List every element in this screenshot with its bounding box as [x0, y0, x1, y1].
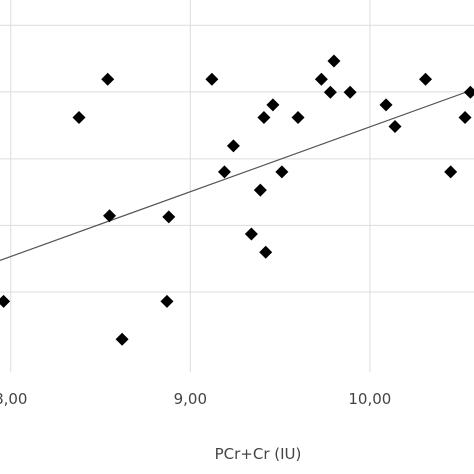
data-point — [217, 165, 231, 179]
data-point — [103, 209, 117, 223]
data-point — [257, 111, 271, 125]
data-point — [253, 183, 267, 197]
trendline — [0, 88, 474, 261]
data-point — [160, 294, 174, 308]
data-point — [463, 85, 474, 99]
data-point — [323, 85, 337, 99]
data-point — [327, 54, 341, 68]
data-point — [226, 139, 240, 153]
data-point — [275, 165, 289, 179]
grid-lines — [0, 0, 474, 372]
x-tick-label: 8,00 — [0, 390, 27, 408]
x-axis-title: PCr+Cr (IU) — [215, 445, 302, 463]
data-point — [458, 111, 472, 125]
data-point — [379, 98, 393, 112]
data-point — [388, 119, 402, 133]
data-point — [101, 72, 115, 86]
data-point — [314, 72, 328, 86]
data-point — [115, 332, 129, 346]
data-point — [205, 72, 219, 86]
x-tick-labels: 8,00 9,00 10,00 — [0, 390, 391, 408]
data-point — [444, 165, 458, 179]
data-point — [291, 111, 305, 125]
data-point — [162, 210, 176, 224]
data-point — [244, 227, 258, 241]
x-tick-label: 10,00 — [348, 390, 391, 408]
data-points — [0, 54, 474, 346]
data-point — [72, 111, 86, 125]
data-point — [343, 85, 357, 99]
x-tick-label: 9,00 — [174, 390, 207, 408]
data-point — [259, 245, 273, 259]
data-point — [0, 294, 11, 308]
data-point — [419, 72, 433, 86]
data-point — [266, 98, 280, 112]
